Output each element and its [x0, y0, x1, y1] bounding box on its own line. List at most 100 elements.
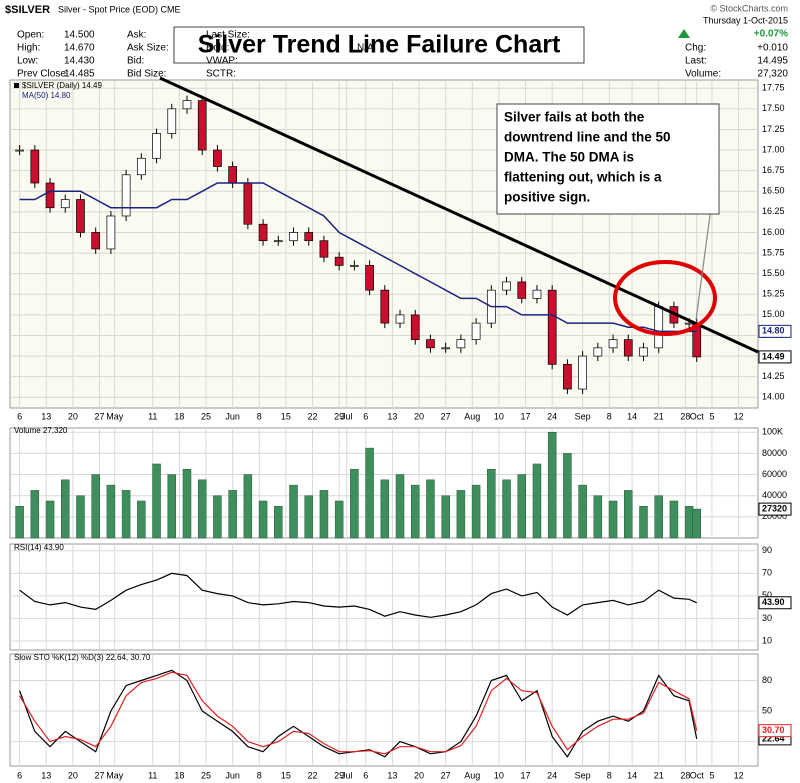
x-tick-label: 24: [547, 411, 557, 421]
volume-bar: [426, 479, 435, 539]
x-tick-label: 5: [709, 770, 714, 780]
candle: [304, 232, 314, 242]
x-tick-label: 6: [17, 411, 22, 421]
x-tick-label: 11: [148, 411, 157, 421]
volume-bar: [669, 500, 679, 539]
candle: [228, 166, 237, 184]
sto-panel: [9, 653, 759, 767]
x-tick-label: 11: [148, 770, 157, 780]
y-tick-label: 15.75: [762, 247, 785, 257]
candle: [578, 355, 587, 390]
x-tick-label: 14: [627, 770, 637, 780]
candle: [167, 108, 177, 134]
title-box: [173, 26, 585, 64]
up-arrow: [678, 29, 690, 38]
field-value: N/A: [357, 43, 374, 54]
x-tick-label: 29: [334, 411, 344, 421]
volume-bar: [228, 490, 237, 539]
x-tick-label: 27: [441, 411, 451, 421]
x-tick-label: 8: [257, 770, 262, 780]
x-tick-label: 20: [68, 770, 78, 780]
candle: [639, 347, 648, 357]
x-tick-label: 5: [709, 411, 714, 421]
y-tick-label: 17.50: [762, 103, 785, 113]
last-value-label: 14.80: [762, 326, 785, 336]
y-tick-label: 70: [762, 568, 772, 578]
annotation-line: Silver fails at both the: [504, 110, 645, 125]
field-value: 14.485: [64, 69, 95, 80]
last-value-label: 30.70: [762, 725, 785, 735]
volume-bar: [532, 463, 542, 539]
field-value: 14.430: [64, 56, 95, 67]
volume-bar: [152, 463, 161, 539]
x-tick-label: 10: [494, 411, 504, 421]
x-tick-label: Aug: [464, 411, 480, 421]
volume-bar: [91, 474, 100, 539]
x-tick-label: Jul: [341, 411, 353, 421]
volume-bar: [350, 469, 359, 539]
candle: [502, 281, 511, 291]
indicator-line: [19, 671, 698, 755]
candle: [547, 289, 557, 365]
x-tick-label: 21: [654, 411, 664, 421]
y-tick-label: 20000: [762, 511, 787, 521]
trend-line: [159, 76, 759, 354]
x-tick-label: 6: [363, 770, 368, 780]
y-tick-label: 14.00: [762, 392, 785, 402]
x-tick-label: 18: [174, 411, 184, 421]
last-value-box: [758, 596, 792, 610]
volume-bar: [274, 506, 283, 539]
x-tick-label: Jun: [225, 770, 240, 780]
volume-bar: [624, 490, 633, 539]
candle: [532, 289, 542, 299]
volume-bar: [45, 500, 55, 539]
candle: [45, 182, 55, 209]
x-tick-label: Oct: [690, 770, 705, 780]
y-tick-label: 10: [762, 635, 772, 645]
field-label: Bid Size:: [127, 69, 166, 80]
x-tick-label: 21: [654, 770, 664, 780]
field-label: Open:: [17, 30, 44, 41]
field-label: High:: [17, 43, 40, 54]
volume-bar: [456, 490, 466, 539]
legend-entry: $SILVER (Daily) 14.49: [22, 81, 102, 90]
volume-bar: [692, 508, 701, 539]
x-tick-label: 18: [174, 770, 184, 780]
volume-bar: [106, 484, 116, 539]
x-tick-label: Aug: [464, 770, 480, 780]
last-value-label: 22.64: [762, 733, 785, 743]
y-tick-label: 15.50: [762, 268, 785, 278]
copyright: © StockCharts.com: [710, 3, 788, 13]
y-tick-label: 16.25: [762, 206, 785, 216]
candle: [380, 289, 390, 324]
volume-bar: [167, 474, 177, 539]
volume-bar: [684, 506, 694, 539]
y-tick-label: 16.75: [762, 165, 785, 175]
annotation-line: DMA. The 50 DMA is: [504, 150, 634, 165]
y-tick-label: 17.00: [762, 144, 785, 154]
x-tick-label: 17: [521, 770, 531, 780]
x-tick-label: May: [106, 411, 124, 421]
callout-arrow: [695, 199, 713, 321]
x-tick-label: Jun: [225, 411, 240, 421]
candle: [334, 256, 344, 266]
x-tick-label: 28: [680, 770, 690, 780]
volume-bar: [578, 484, 587, 539]
candle: [136, 157, 146, 176]
volume-bar: [365, 447, 374, 539]
volume-bar: [547, 431, 557, 539]
x-tick-label: 29: [334, 770, 344, 780]
volume-bar: [243, 474, 253, 539]
candle: [30, 149, 40, 184]
chart-title: Silver Trend Line Failure Chart: [198, 31, 561, 59]
y-tick-label: 15.25: [762, 289, 785, 299]
field-label: Chg:: [685, 43, 706, 54]
candle: [76, 199, 85, 233]
candle: [593, 347, 603, 357]
y-tick-label: 30: [762, 613, 772, 623]
field-label: Last Size:: [206, 30, 250, 41]
candle: [410, 314, 420, 340]
x-tick-label: Oct: [690, 411, 705, 421]
candle: [152, 133, 161, 159]
candle: [289, 232, 298, 242]
